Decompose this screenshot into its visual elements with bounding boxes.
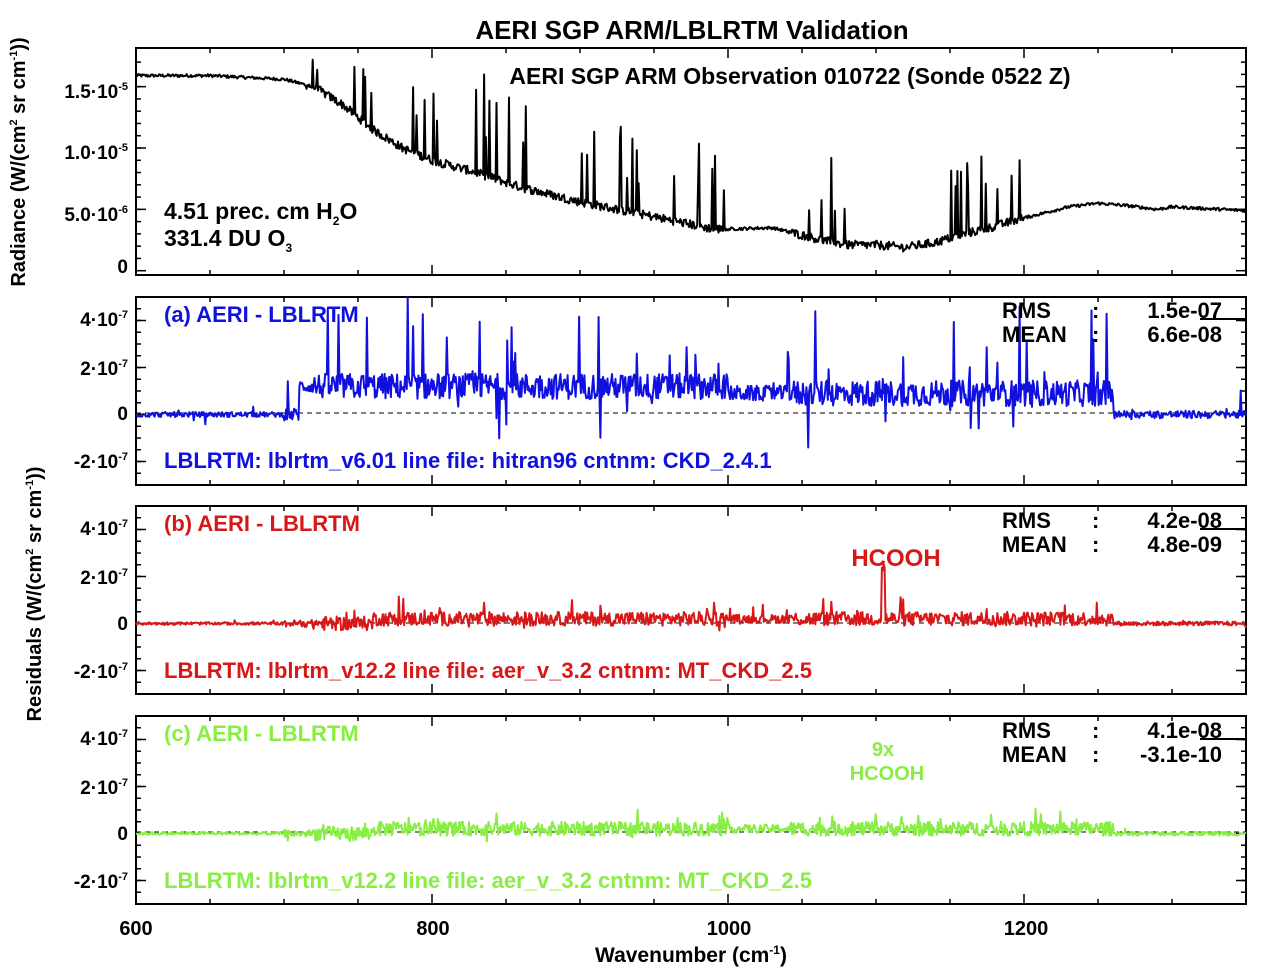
panel-b-mean-label: MEAN [1002,532,1067,557]
radiance-ytick-0: 1.5·10-5 [64,81,128,103]
panel-a-label: (a) AERI - LBLRTM [164,302,359,327]
radiance-ytick-3: 0 [117,257,128,278]
figure-title: AERI SGP ARM/LBLRTM Validation [475,15,908,45]
panel-a-rms-label: RMS [1002,298,1051,323]
residual-a-line [135,296,1247,449]
xtick-1200: 1200 [1004,918,1049,940]
panel-a-mean-colon: : [1092,322,1099,347]
panel-c-ytick-2: 0 [117,824,128,845]
panel-b-ytick-3: -2·10-7 [74,661,128,683]
panel-b-rms-colon: : [1092,508,1099,533]
residual-c-series [135,807,1247,843]
panel-b-config: LBLRTM: lblrtm_v12.2 line file: aer_v_3.… [164,658,812,683]
panel-c-ytick-3: -2·10-7 [74,871,128,893]
xtick-800: 800 [416,918,449,940]
panel-b-mean-colon: : [1092,532,1099,557]
residual-a-series [135,296,1247,449]
panel-c-mean-colon: : [1092,742,1099,767]
panel-b-mean-value: 4.8e-09 [1147,532,1222,557]
panel-c-rms-label: RMS [1002,718,1051,743]
radiance-line [135,58,1247,253]
panel-c-ytick-1: 2·10-7 [80,777,128,799]
xtick-600: 600 [119,918,152,940]
panel-a-mean-value: 6.6e-08 [1147,322,1222,347]
panel-b-rms-label: RMS [1002,508,1051,533]
residuals-y-axis-label: Residuals (W/(cm2 sr cm-1)) [24,467,46,722]
panel-a-ytick-2: 0 [117,404,128,425]
axis-ticks [135,48,1247,905]
radiance-y-axis-label: Radiance (W/(cm2 sr cm-1)) [8,37,30,286]
panel-c-mean-value: -3.1e-10 [1140,742,1222,767]
panel-c-mean-label: MEAN [1002,742,1067,767]
x-axis-label: Wavenumber (cm-1) [595,943,787,967]
panel-a-ytick-1: 2·10-7 [80,358,128,380]
panel-b-ytick-1: 2·10-7 [80,567,128,589]
o3-annotation: 331.4 DU O3 [164,225,292,255]
panel-a-config: LBLRTM: lblrtm_v6.01 line file: hitran96… [164,448,772,473]
panel-c-rms-colon: : [1092,718,1099,743]
h2o-annotation: 4.51 prec. cm H2O [164,198,357,228]
panel-radiance-frame [135,47,1247,276]
panel-c-label: (c) AERI - LBLRTM [164,721,359,746]
residual-b-line [135,563,1247,632]
panel-a-mean-label: MEAN [1002,322,1067,347]
panel-b-label: (b) AERI - LBLRTM [164,511,360,536]
panel-a-ytick-0: 4·10-7 [80,309,128,331]
panel-a-rms-colon: : [1092,298,1099,323]
xtick-1000: 1000 [707,918,752,940]
panel-c-9x-annotation: 9x [872,739,894,761]
panel-c-hcooh-annotation: HCOOH [850,763,924,785]
panel-c-config: LBLRTM: lblrtm_v12.2 line file: aer_v_3.… [164,868,812,893]
panel-b-hcooh-annotation: HCOOH [851,545,940,572]
residual-c-line [135,807,1247,843]
panel-b-ytick-0: 4·10-7 [80,518,128,540]
radiance-ytick-2: 5.0·10-6 [64,204,128,226]
panel-a-ytick-3: -2·10-7 [74,451,128,473]
radiance-series [135,58,1247,253]
radiance-ytick-1: 1.0·10-5 [64,142,128,164]
residual-b-series [135,563,1247,632]
radiance-panel-title: AERI SGP ARM Observation 010722 (Sonde 0… [509,63,1070,89]
panel-b-ytick-2: 0 [117,614,128,635]
panel-c-ytick-0: 4·10-7 [80,728,128,750]
